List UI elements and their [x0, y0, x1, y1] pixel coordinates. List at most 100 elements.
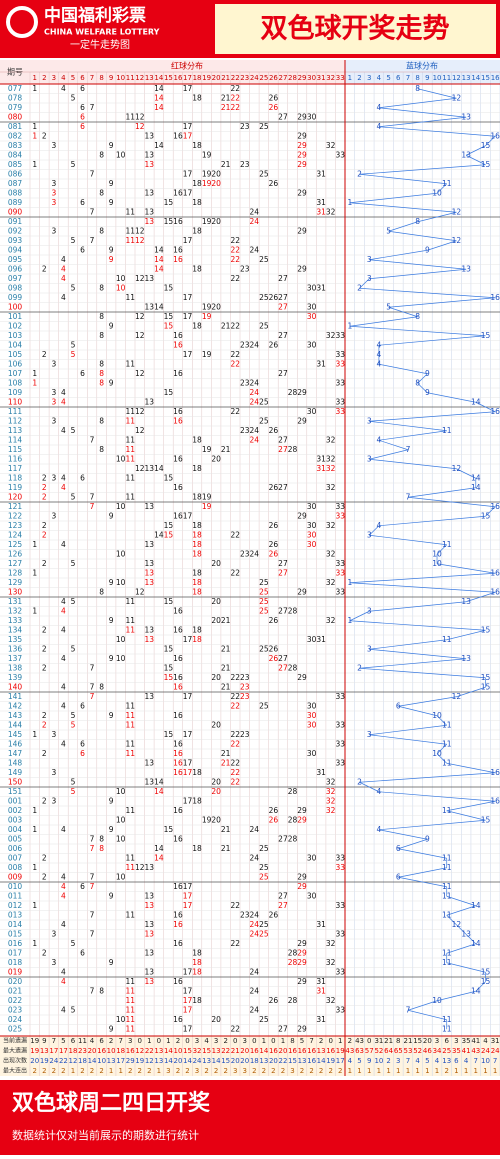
footer	[0, 1080, 500, 1155]
stat-blue: 8	[396, 1037, 400, 1045]
red-number: 5	[71, 492, 76, 501]
red-number: 23	[240, 122, 250, 131]
blue-number: 11	[442, 863, 452, 872]
red-number: 12	[135, 587, 145, 596]
red-col-header: 22	[231, 74, 240, 82]
red-col-header: 29	[298, 74, 307, 82]
red-number: 2	[42, 853, 47, 862]
red-number: 28	[288, 606, 298, 615]
stat-blue: 4	[464, 1057, 469, 1065]
blue-number: 16	[490, 502, 500, 511]
red-number: 26	[269, 616, 279, 625]
red-number: 33	[335, 150, 345, 159]
stat-red: 10	[97, 1057, 106, 1065]
red-number: 11	[125, 1024, 135, 1033]
red-number: 6	[80, 749, 85, 758]
blue-number: 15	[481, 815, 491, 824]
red-number: 26	[269, 103, 279, 112]
red-number: 25	[259, 578, 269, 587]
red-number: 13	[145, 758, 155, 767]
blue-number: 11	[442, 179, 452, 188]
red-number: 15	[164, 521, 174, 530]
red-number: 15	[164, 730, 174, 739]
red-number: 2	[42, 948, 47, 957]
red-number: 5	[71, 93, 76, 102]
stat-red: 0	[157, 1037, 161, 1045]
red-col-header: 25	[259, 74, 268, 82]
red-number: 10	[116, 654, 126, 663]
blue-number: 15	[481, 331, 491, 340]
stat-blue: 52	[374, 1047, 383, 1055]
red-number: 33	[335, 359, 345, 368]
red-number: 3	[51, 796, 56, 805]
blue-number: 11	[442, 882, 452, 891]
blue-trend-line	[388, 306, 418, 318]
stat-red: 17	[116, 1057, 125, 1065]
red-number: 1	[32, 939, 37, 948]
red-number: 16	[173, 454, 183, 463]
red-number: 13	[145, 397, 155, 406]
red-number: 29	[297, 112, 307, 121]
red-number: 3	[51, 416, 56, 425]
red-number: 24	[250, 920, 260, 929]
red-number: 21	[221, 663, 231, 672]
red-number: 25	[259, 863, 269, 872]
blue-number: 10	[432, 559, 442, 568]
blue-trend-line	[485, 136, 496, 146]
logo-en: CHINA WELFARE LOTTERY	[44, 28, 160, 37]
blue-number: 13	[461, 150, 471, 159]
blue-trend-line	[465, 154, 486, 166]
stat-red: 3	[233, 1067, 237, 1075]
stat-red: 2	[309, 1067, 313, 1075]
blue-number: 12	[452, 692, 462, 701]
red-number: 30	[307, 302, 317, 311]
stat-red: 0	[233, 1037, 237, 1045]
blue-trend-line	[369, 458, 457, 470]
red-number: 7	[90, 502, 95, 511]
red-number: 11	[125, 720, 135, 729]
blue-number: 14	[471, 483, 481, 492]
period: 016	[8, 939, 23, 948]
blue-col-header: 6	[396, 74, 401, 82]
blue-number: 16	[490, 293, 500, 302]
red-number: 31	[316, 986, 326, 995]
red-number: 18	[192, 844, 202, 853]
red-number: 5	[71, 160, 76, 169]
stat-red: 22	[221, 1047, 230, 1055]
red-number: 3	[51, 958, 56, 967]
red-col-header: 7	[90, 74, 94, 82]
red-col-header: 20	[212, 74, 221, 82]
red-number: 5	[71, 777, 76, 786]
red-number: 7	[90, 910, 95, 919]
stat-blue: 7	[406, 1057, 410, 1065]
red-number: 12	[135, 863, 145, 872]
red-number: 9	[109, 891, 114, 900]
stat-blue: 1	[493, 1067, 497, 1075]
red-number: 18	[192, 492, 202, 501]
red-number: 30	[307, 112, 317, 121]
stat-red: 13	[259, 1057, 268, 1065]
stat-red: 2	[252, 1067, 256, 1075]
red-number: 4	[61, 255, 66, 264]
red-number: 3	[51, 397, 56, 406]
red-number: 32	[326, 141, 336, 150]
stat-red: 6	[71, 1037, 76, 1045]
red-number: 18	[192, 549, 202, 558]
stat-red: 14	[164, 1047, 173, 1055]
red-col-header: 4	[61, 74, 66, 82]
blue-number: 11	[442, 806, 452, 815]
red-number: 30	[307, 891, 317, 900]
red-number: 21	[221, 616, 231, 625]
blue-number: 16	[490, 131, 500, 140]
red-number: 22	[230, 758, 240, 767]
red-number: 11	[125, 473, 135, 482]
blue-number: 3	[367, 730, 372, 739]
stat-red: 10	[107, 1047, 116, 1055]
period: 007	[8, 853, 23, 862]
red-number: 10	[116, 274, 126, 283]
red-number: 32	[326, 806, 336, 815]
period: 089	[8, 198, 23, 207]
red-number: 24	[250, 825, 260, 834]
red-number: 1	[32, 84, 37, 93]
red-number: 10	[116, 815, 126, 824]
